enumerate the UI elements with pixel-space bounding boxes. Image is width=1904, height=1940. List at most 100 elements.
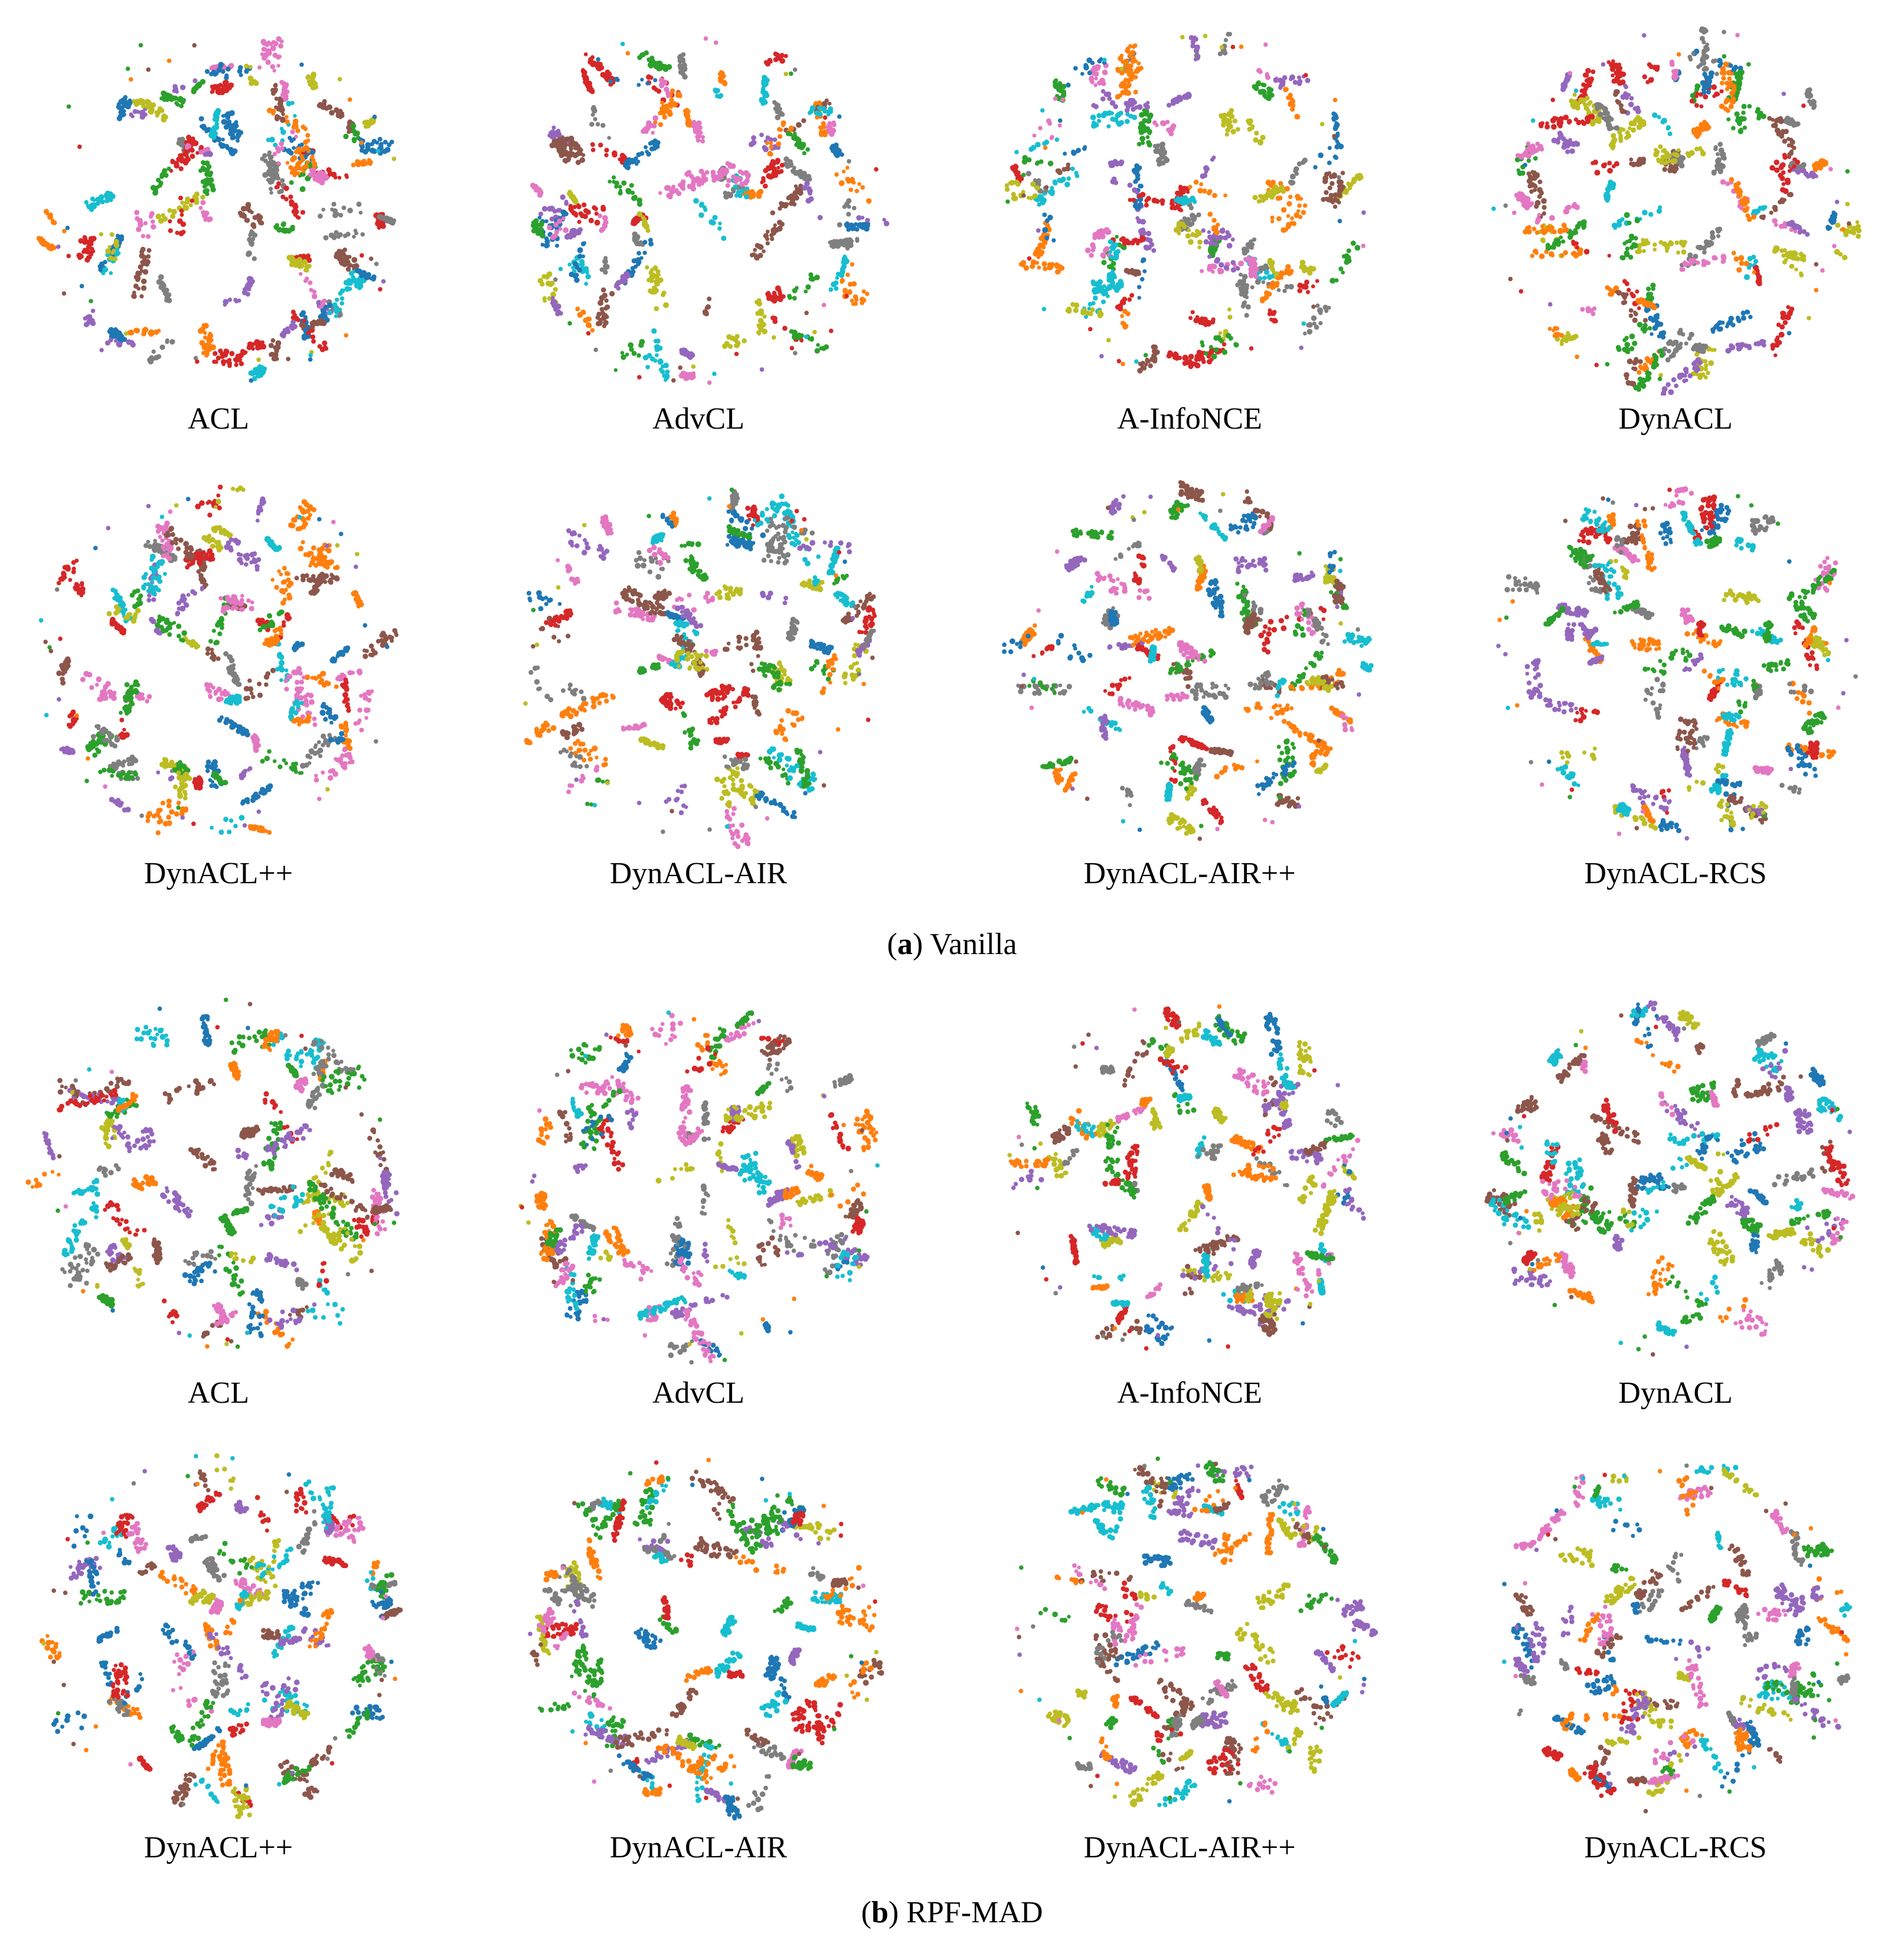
scatter-point [280,178,285,183]
scatter-point [693,177,698,183]
scatter-point [1307,329,1313,335]
scatter-point [334,107,339,113]
scatter-point [733,344,737,348]
scatter-point [651,272,655,277]
scatter-point [1102,292,1106,297]
scatter-point [1336,179,1343,185]
scatter-point [1093,104,1099,110]
scatter-point [1230,267,1236,273]
scatter-point [164,289,169,293]
scatter-point [662,373,667,378]
scatter-point [1203,34,1208,38]
scatter-point [837,114,842,119]
scatter-point [584,269,590,275]
scatter-point [354,231,358,236]
scatter-point [1120,299,1125,304]
scatter-point [204,69,210,74]
scatter-point [1160,201,1165,206]
scatter-point [1239,288,1244,293]
scatter-point [65,226,70,230]
scatter-point [294,125,299,130]
scatter-point [1271,318,1278,324]
scatter-point [1289,107,1295,112]
scatter-point [1330,181,1335,186]
scatter-point [775,115,780,120]
scatter-point [1100,299,1106,305]
scatter-point [118,236,125,242]
scatter-point [1136,194,1142,199]
scatter-point [776,141,782,147]
scatter-point [1133,90,1138,94]
scatter-point [593,117,597,122]
scatter-point [1149,356,1155,362]
scatter-point [293,114,297,118]
scatter-point [1212,247,1218,253]
scatter-point [694,122,700,128]
scatter-point [775,158,780,164]
scatter-point [1327,171,1332,175]
scatter-point [590,148,596,152]
scatter-point [269,170,275,175]
scatter-point [1110,178,1116,185]
scatter-point [799,338,804,343]
scatter-point [652,143,658,149]
scatter-point [1272,309,1277,314]
scatter-point [179,213,184,217]
scatter-point [252,224,257,230]
scatter-point [739,181,745,187]
scatter-point [701,178,706,182]
scatter-point [1100,96,1106,102]
scatter-point [771,166,777,172]
scatter-point [1105,294,1110,298]
scatter-point [191,87,196,92]
scatter-point [78,238,84,244]
scatter-point [1207,211,1213,217]
scatter-point [756,301,762,307]
scatter-point [550,234,556,240]
scatter-point [178,166,184,171]
scatter-point [208,331,212,336]
scatter-point [1106,264,1112,269]
scatter-point [1194,44,1200,50]
scatter-point [725,161,730,166]
scatter-point [50,218,55,223]
scatter-point [1015,181,1021,187]
scatter-point [200,124,204,129]
scatter-point [668,188,674,193]
scatter-point [170,159,175,165]
scatter-point [300,157,305,162]
scatter-point [1196,212,1201,218]
scatter-point [1131,115,1138,120]
scatter-point [77,144,82,149]
scatter-point [1160,120,1166,126]
scatter-point [801,171,807,177]
scatter-point [589,122,595,127]
scatter-point [703,207,708,212]
scatter-point [753,247,757,252]
scatter-point [1113,254,1119,260]
scatter-point [1253,137,1259,143]
scatter-point [385,217,389,221]
scatter-point [838,272,845,278]
scatter-point [1189,213,1196,218]
scatter-point [707,296,712,302]
scatter-point [1070,166,1075,171]
scatter-point [1116,161,1121,165]
scatter-point [1109,100,1116,106]
scatter-point [301,169,306,174]
scatter-point [1035,260,1040,265]
scatter-point [342,247,347,252]
scatter-point [280,331,285,335]
scatter-point [547,205,553,212]
scatter-point [1145,135,1150,139]
scatter-point [655,353,659,357]
scatter-point [1166,103,1172,108]
scatter-point [722,343,728,350]
scatter-point [45,211,50,216]
scatter-point [847,204,851,209]
scatter-point [1170,98,1177,104]
scatter-point [1139,277,1145,282]
scatter-point [1039,250,1045,255]
scatter-point [1090,115,1096,120]
scatter-point [155,113,159,118]
